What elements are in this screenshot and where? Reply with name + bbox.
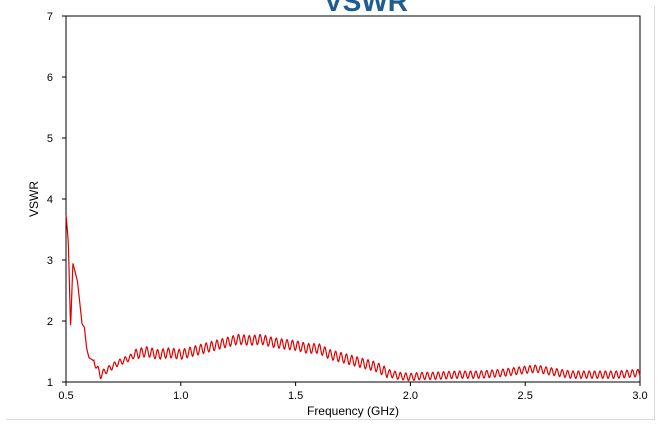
y-tick-label: 1 (47, 377, 53, 389)
vswr-series-line (65, 214, 641, 382)
x-tick-label: 1.0 (173, 390, 188, 402)
x-axis: 0.5 1.0 1.5 2.0 2.5 3.0 (58, 382, 648, 402)
plot-area (65, 15, 641, 383)
y-tick-label: 6 (47, 72, 53, 84)
chart-title: VSWR (324, 0, 408, 17)
x-tick-label: 3.0 (632, 390, 647, 402)
y-tick-label: 3 (47, 255, 53, 267)
x-tick-label: 0.5 (58, 390, 73, 402)
y-axis: 1 2 3 4 5 6 7 (47, 11, 66, 389)
x-tick-label: 1.5 (288, 390, 303, 402)
y-tick-label: 4 (47, 194, 53, 206)
chart-frame (6, 6, 655, 420)
y-tick-label: 2 (47, 316, 53, 328)
x-axis-title: Frequency (GHz) (307, 404, 399, 418)
x-tick-label: 2.5 (518, 390, 533, 402)
y-axis-title: VSWR (27, 181, 41, 217)
y-tick-label: 5 (47, 133, 53, 145)
x-tick-label: 2.0 (403, 390, 418, 402)
y-tick-label: 7 (47, 11, 53, 23)
